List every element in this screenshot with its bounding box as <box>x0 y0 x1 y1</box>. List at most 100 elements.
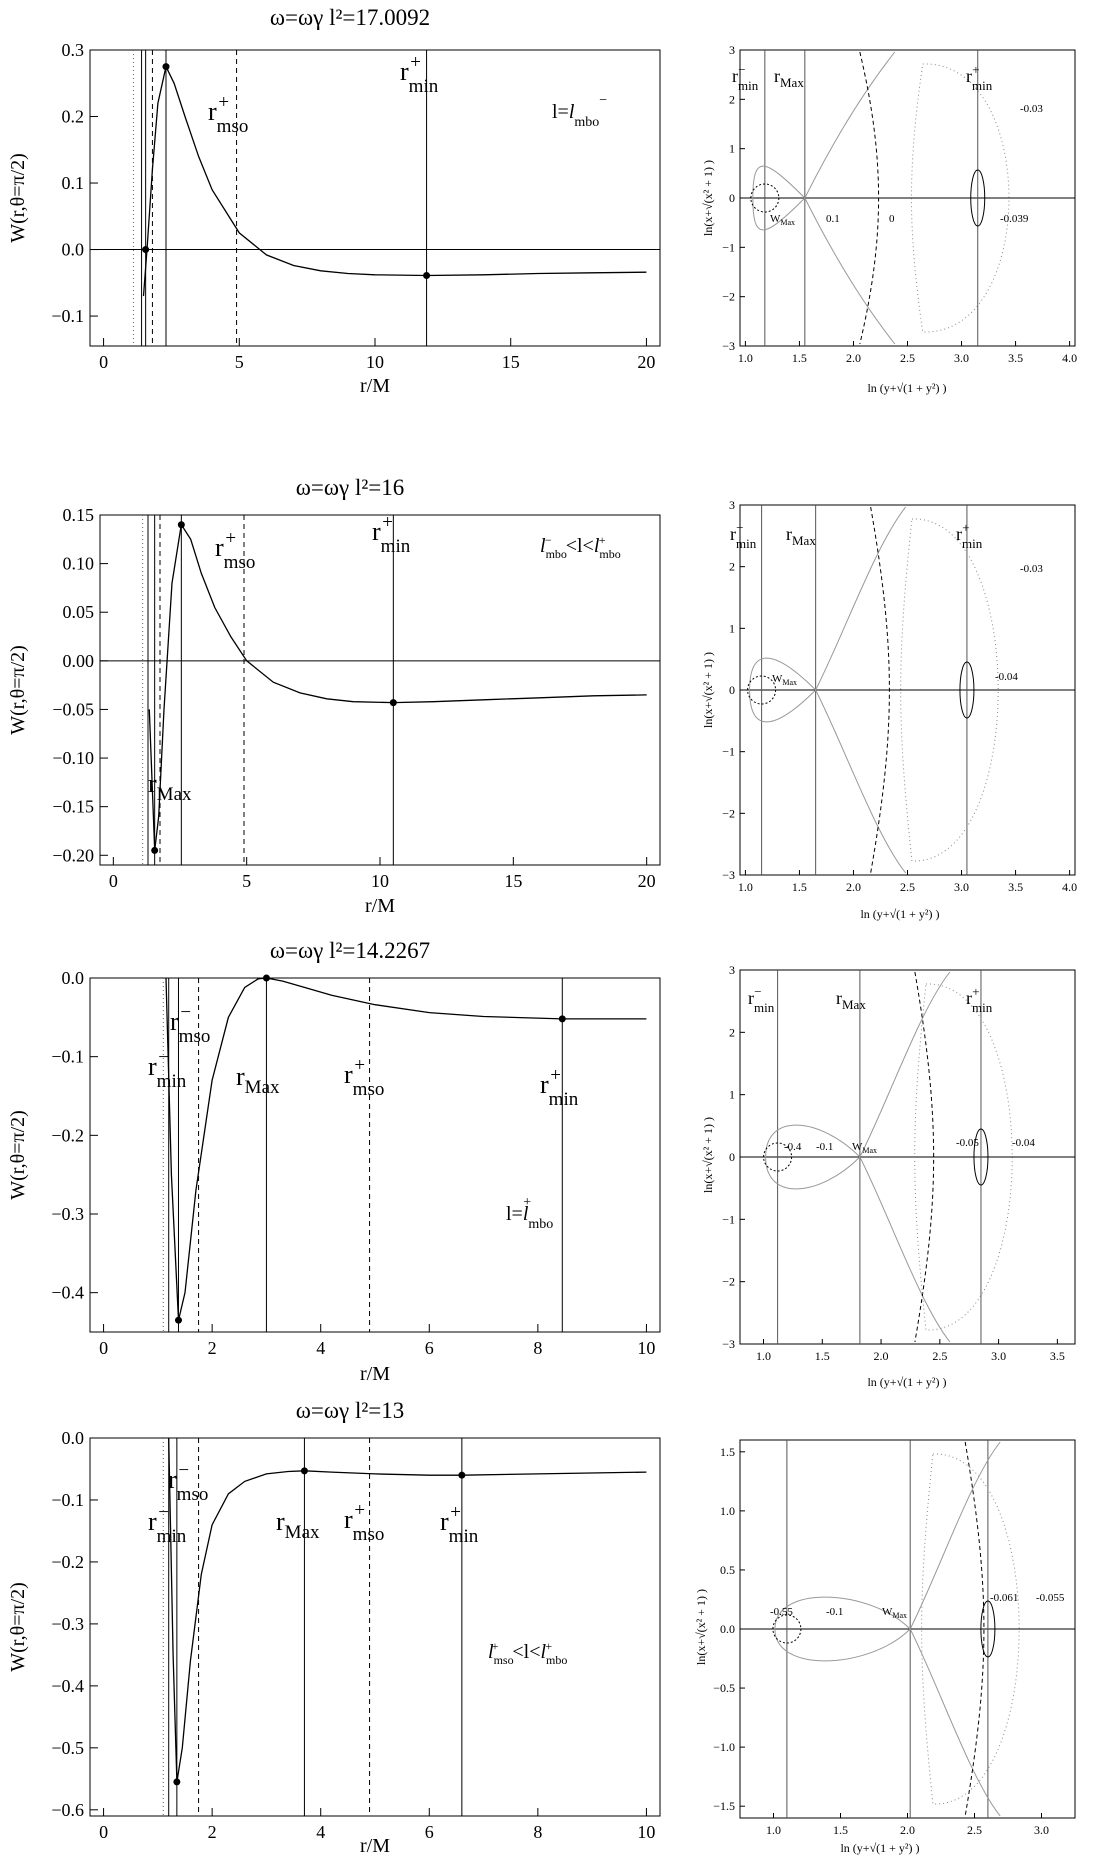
panel-3-right: 1.0 1.5 2.0 2.5 3.0 3.5 −3 −2 −1 0 1 2 3 ln (y+√(1 +… <box>701 963 1076 1389</box>
y-tick-label: 0.0 <box>62 968 85 988</box>
x-tick-label: 0 <box>99 352 108 372</box>
contour-label-wmax: WMax <box>852 1141 877 1155</box>
y-tick-label: 0.15 <box>63 505 95 525</box>
contour-line <box>859 1156 951 1343</box>
y-tick-label: −0.10 <box>52 748 94 768</box>
y-tick-label: −0.4 <box>51 1283 84 1303</box>
y-tick-label: −0.2 <box>51 1125 84 1145</box>
x-tick-label: 2.5 <box>900 351 915 365</box>
panel-1-left: ω=ωγ l²=17.0092 0 5 10 15 20 −0.1 0.0 0.1 0.2 0.3… <box>7 5 661 397</box>
contour-value-label: -0.55 <box>770 1606 793 1618</box>
plot-frame <box>89 1437 661 1817</box>
y-tick-label: 3 <box>729 963 735 977</box>
x-tick-label: 1.0 <box>738 880 753 894</box>
y-tick-label: −1.0 <box>713 1740 735 1754</box>
contour-area: 1.0 1.5 2.0 2.5 3.0 3.5 4.0 −3 −2 −1 0 1 2 3 <box>722 498 1077 894</box>
x-tick-label: 15 <box>502 352 520 372</box>
y-tick-label: −1 <box>722 745 735 759</box>
contour-value-label: -0.1 <box>826 1606 843 1618</box>
contour-value-label: -0.04 <box>1012 1137 1035 1149</box>
y-tick-label: 0 <box>729 683 735 697</box>
x-tick-label: 8 <box>533 1822 542 1842</box>
contour-line <box>970 169 986 227</box>
series-line <box>168 1437 647 1783</box>
contour-line <box>980 1600 996 1658</box>
y-tick-label: −3 <box>722 1337 735 1351</box>
y-tick-label: 1.5 <box>720 1445 735 1459</box>
plot-area: 0 2 4 6 8 10 −0.4 −0.3 −0.2 −0.1 0.0 <box>51 968 655 1358</box>
x-tick-label: 3.0 <box>954 351 969 365</box>
y-axis-label: W(r,θ=π/2) <box>7 1582 29 1672</box>
data-point <box>174 1316 182 1324</box>
marker-label-rmso-minus: rmso− <box>168 1460 208 1505</box>
y-tick-label: 0.0 <box>62 1428 85 1448</box>
contour-value-label: -0.05 <box>956 1137 979 1149</box>
x-tick-label: 6 <box>425 1822 434 1842</box>
x-tick-label: 2 <box>208 1822 217 1842</box>
contour-line <box>772 1614 802 1644</box>
panel-3-left: ω=ωγ l²=14.2267 0 2 4 6 8 10−0.4−0.3−0.2−0.10… <box>7 938 661 1385</box>
y-tick-label: 0.05 <box>63 602 95 622</box>
marker-label-rmin-plus: rmin+ <box>440 1502 479 1547</box>
y-tick-label: −2 <box>722 290 735 304</box>
y-tick-label: 2 <box>729 92 735 106</box>
contour-line <box>747 675 777 705</box>
x-tick-label: 6 <box>425 1338 434 1358</box>
marker-label-rmso-plus: rmso+ <box>344 1055 384 1100</box>
annotation: l=lmbo− <box>552 93 607 130</box>
y-tick-label: 0 <box>729 191 735 205</box>
contour-value-label: -0.039 <box>1000 213 1029 225</box>
y-tick-label: −0.3 <box>51 1614 84 1634</box>
contour-line <box>763 1142 793 1172</box>
y-tick-label: −3 <box>722 339 735 353</box>
annotation: lmso+ <l<lmbo+ <box>488 1639 567 1667</box>
y-tick-label: −0.05 <box>52 699 94 719</box>
x-tick-label: 1.5 <box>792 880 807 894</box>
contour-value-label: 0 <box>889 213 895 225</box>
x-tick-label: 4.0 <box>1062 351 1077 365</box>
contour-line <box>914 971 935 1343</box>
contour-label-rmin-plus: rmin+ <box>966 984 993 1015</box>
series-line <box>142 64 647 297</box>
contour-line <box>750 183 780 213</box>
plot-frame <box>89 49 661 347</box>
y-axis-label: W(r,θ=π/2) <box>7 153 29 243</box>
x-tick-label: 4 <box>316 1822 325 1842</box>
x-tick-label: 2.5 <box>900 880 915 894</box>
y-tick-label: −1.5 <box>713 1799 735 1813</box>
x-tick-label: 0 <box>99 1338 108 1358</box>
x-tick-label: 10 <box>371 871 389 891</box>
contour-y-label: ln(x+√(x² + 1) ) <box>701 160 715 236</box>
contour-value-label: -0.055 <box>1036 1592 1065 1604</box>
x-tick-label: 3.5 <box>1050 1349 1065 1363</box>
plot-title: ω=ωγ l²=13 <box>296 1398 404 1423</box>
y-tick-label: 0.3 <box>62 40 85 60</box>
y-tick-label: 0.2 <box>62 107 85 127</box>
data-point <box>389 699 397 707</box>
series-line <box>165 977 647 1321</box>
y-tick-label: 0 <box>729 1150 735 1164</box>
contour-line <box>921 1453 1020 1805</box>
x-tick-label: 10 <box>637 1822 655 1842</box>
y-tick-label: −2 <box>722 1275 735 1289</box>
contour-y-label: ln(x+√(x² + 1) ) <box>694 1589 708 1665</box>
y-tick-label: 1.0 <box>720 1504 735 1518</box>
contour-x-label: ln (y+√(1 + y²) ) <box>860 907 939 921</box>
plot-title: ω=ωγ l²=16 <box>296 475 404 500</box>
marker-label-rmso-plus: rmso+ <box>215 528 255 573</box>
x-tick-label: 5 <box>242 871 251 891</box>
series-line <box>148 522 647 851</box>
contour-y-label: ln(x+√(x² + 1) ) <box>701 1117 715 1193</box>
contour-label-wmax: WMax <box>770 213 795 227</box>
y-tick-label: −0.6 <box>51 1800 84 1820</box>
plot-area: 0 5 10 15 20 −0.1 0.0 0.1 0.2 0.3 <box>51 40 660 372</box>
contour-value-label: -0.04 <box>995 671 1018 683</box>
contour-area: 1.0 1.5 2.0 2.5 3.0 3.5 4.0 −3 −2 −1 0 1 2 3 <box>722 43 1077 365</box>
contour-line <box>815 689 907 874</box>
contour-line <box>815 506 907 691</box>
x-axis-label: r/M <box>360 1835 390 1857</box>
contour-value-label: 0.1 <box>826 213 840 225</box>
contour-value-label: -0.061 <box>990 1592 1018 1604</box>
y-tick-label: 1 <box>729 142 735 156</box>
y-tick-label: −0.15 <box>52 797 94 817</box>
